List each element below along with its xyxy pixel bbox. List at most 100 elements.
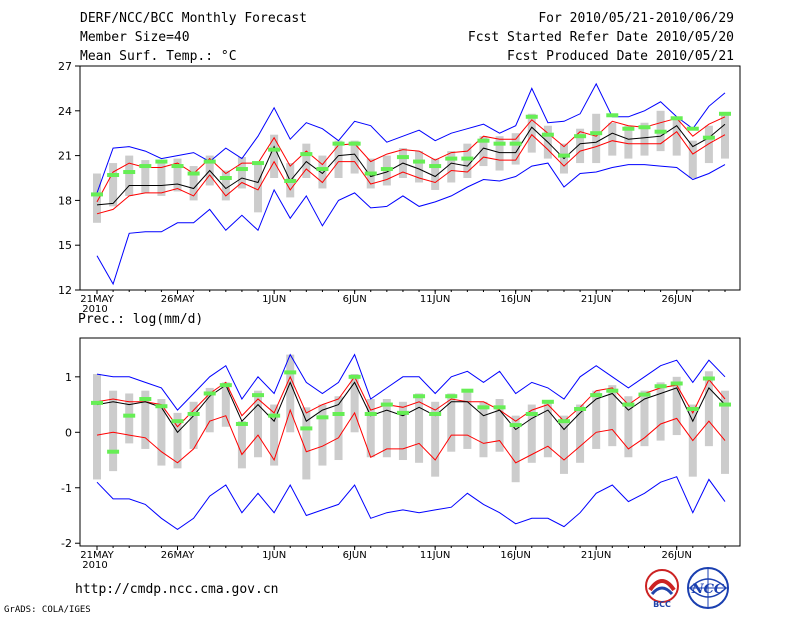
- median-marker: [235, 167, 248, 172]
- spread-bar: [334, 396, 343, 461]
- spread-bar: [672, 118, 681, 156]
- spread-bar: [398, 401, 407, 461]
- spread-bar: [527, 404, 536, 463]
- spread-bar: [479, 401, 488, 458]
- spread-bar: [576, 128, 585, 164]
- spread-bar: [415, 393, 424, 463]
- median-marker: [300, 152, 313, 157]
- spread-bar: [141, 160, 150, 193]
- spread-bar: [286, 354, 295, 433]
- median-marker: [380, 167, 393, 172]
- median-marker: [477, 138, 490, 143]
- x-tick-year-label: 2010: [82, 304, 107, 315]
- median-marker: [493, 141, 506, 146]
- median-marker: [123, 170, 136, 175]
- median-marker: [203, 391, 216, 396]
- spread-bar: [221, 170, 230, 201]
- y-tick-label: -1: [61, 482, 72, 495]
- spread-bar: [270, 404, 279, 466]
- chart-title: DERF/NCC/BCC Monthly Forecast: [80, 11, 307, 26]
- median-marker: [541, 132, 554, 137]
- grads-credit: GrADS: COLA/IGES: [4, 605, 91, 615]
- spread-bar: [592, 113, 601, 164]
- y-tick-label: 21: [58, 150, 72, 163]
- spread-bar: [543, 401, 552, 458]
- median-marker: [670, 116, 683, 121]
- y-tick-label: 15: [58, 239, 72, 252]
- spread-bar: [237, 157, 246, 189]
- series-line-lower: [96, 408, 726, 464]
- median-marker: [606, 388, 619, 393]
- forecast-period: For 2010/05/21-2010/06/29: [538, 11, 734, 26]
- median-marker: [509, 423, 522, 428]
- median-marker: [300, 426, 313, 431]
- x-tick-label: 26MAY: [161, 294, 195, 305]
- median-marker: [445, 394, 458, 399]
- x-tick-label: 26MAY: [161, 550, 195, 561]
- median-marker: [268, 147, 281, 152]
- x-tick-label: 6JUN: [343, 294, 367, 305]
- spread-bar: [157, 163, 166, 196]
- median-marker: [590, 393, 603, 398]
- spread-bar: [576, 404, 585, 463]
- series-line-mean: [96, 381, 726, 434]
- spread-bar: [592, 390, 601, 449]
- median-marker: [171, 419, 184, 424]
- median-marker: [686, 406, 699, 411]
- spread-bar: [318, 155, 327, 189]
- median-marker: [155, 404, 168, 409]
- source-url[interactable]: http://cmdp.ncc.cma.gov.cn: [75, 582, 279, 597]
- spread-bar: [656, 382, 665, 441]
- median-marker: [123, 413, 136, 418]
- median-marker: [348, 141, 361, 146]
- median-marker: [413, 159, 426, 164]
- median-marker: [509, 141, 522, 146]
- spread-bar: [431, 158, 440, 190]
- spread-bar: [318, 404, 327, 466]
- x-tick-label: 1JUN: [262, 294, 286, 305]
- spread-bar: [608, 385, 617, 447]
- median-marker: [332, 141, 345, 146]
- y-tick-label: 1: [65, 371, 72, 384]
- x-tick-label: 11JUN: [420, 294, 450, 305]
- spread-bar: [721, 113, 729, 159]
- bcc-logo: BCC: [645, 569, 679, 608]
- median-marker: [171, 164, 184, 169]
- spread-bar: [334, 140, 343, 178]
- median-marker: [622, 402, 635, 407]
- spread-bar: [495, 399, 504, 452]
- median-marker: [268, 413, 281, 418]
- median-marker: [219, 176, 232, 180]
- median-marker: [686, 126, 699, 131]
- spread-bar: [463, 143, 472, 178]
- series-line-mean: [96, 123, 726, 206]
- median-marker: [541, 399, 554, 404]
- spread-bar: [640, 390, 649, 447]
- x-tick-label: 21JUN: [581, 550, 611, 561]
- spread-bar: [254, 390, 263, 458]
- x-tick-label: 21JUN: [581, 294, 611, 305]
- median-marker: [396, 410, 409, 415]
- median-marker: [557, 153, 570, 158]
- spread-bar: [447, 393, 456, 452]
- x-tick-label: 16JUN: [500, 550, 530, 561]
- spread-bar: [431, 401, 440, 477]
- spread-bar: [93, 374, 101, 480]
- spread-bar: [173, 158, 182, 192]
- median-marker: [638, 392, 651, 397]
- median-marker: [139, 397, 152, 402]
- spread-bar: [721, 390, 729, 474]
- x-tick-label: 21MAY: [80, 294, 114, 305]
- x-tick-label: 16JUN: [500, 294, 530, 305]
- spread-bar: [125, 393, 134, 444]
- spread-bar: [463, 390, 472, 449]
- median-marker: [638, 125, 651, 130]
- y-tick-label: 18: [58, 194, 72, 207]
- forecast-started-date: Fcst Started Refer Date 2010/05/20: [467, 30, 734, 45]
- median-marker: [380, 402, 393, 407]
- median-marker: [235, 421, 248, 426]
- median-marker: [203, 159, 216, 164]
- median-marker: [461, 388, 474, 393]
- spread-bar: [221, 382, 230, 427]
